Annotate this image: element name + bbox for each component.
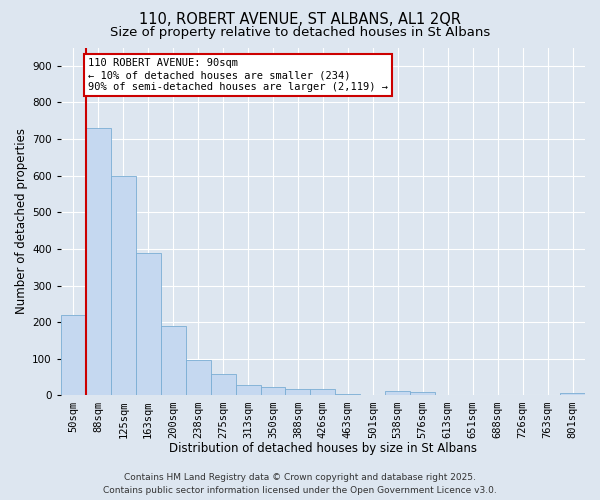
Bar [185,360,211,396]
Bar [236,385,260,396]
Text: 110 ROBERT AVENUE: 90sqm
← 10% of detached houses are smaller (234)
90% of semi-: 110 ROBERT AVENUE: 90sqm ← 10% of detach… [88,58,388,92]
Bar [61,315,86,396]
Text: Size of property relative to detached houses in St Albans: Size of property relative to detached ho… [110,26,490,39]
Y-axis label: Number of detached properties: Number of detached properties [15,128,28,314]
Text: Contains HM Land Registry data © Crown copyright and database right 2025.
Contai: Contains HM Land Registry data © Crown c… [103,473,497,495]
Text: 110, ROBERT AVENUE, ST ALBANS, AL1 2QR: 110, ROBERT AVENUE, ST ALBANS, AL1 2QR [139,12,461,28]
Bar [111,176,136,396]
Bar [260,388,286,396]
Bar [560,392,585,396]
Bar [136,252,161,396]
Bar [435,394,460,396]
Bar [286,389,310,396]
Bar [86,128,111,396]
Bar [335,394,361,396]
X-axis label: Distribution of detached houses by size in St Albans: Distribution of detached houses by size … [169,442,477,455]
Bar [410,392,435,396]
Bar [385,391,410,396]
Bar [161,326,185,396]
Bar [211,374,236,396]
Bar [310,389,335,396]
